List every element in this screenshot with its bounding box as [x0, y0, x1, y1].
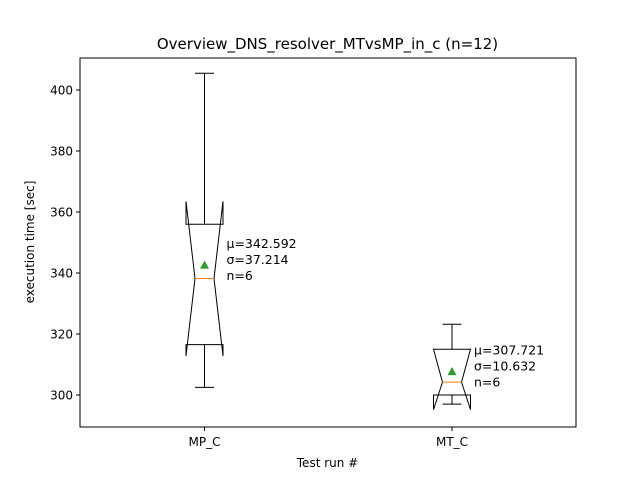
y-tick-label-380: 380 [50, 145, 73, 159]
box-mt-c [432, 348, 472, 410]
box-mp-c [185, 201, 224, 357]
annotation-mt-c-0: μ=307.721 [474, 342, 544, 357]
y-axis-label: execution time [sec] [23, 181, 37, 304]
y-tick-label-360: 360 [50, 206, 73, 220]
annotation-mt-c-2: n=6 [474, 374, 500, 389]
axes-frame [79, 57, 577, 428]
mean-marker-mt-c [447, 366, 457, 376]
plot-area: 300 320 340 360 380 400 MP_C MT_C μ=342.592σ=37.… [50, 57, 577, 449]
x-tick-label-MT_C: MT_C [436, 435, 468, 449]
x-axis-label: Test run # [296, 456, 358, 470]
y-tick-label-320: 320 [50, 327, 73, 341]
y-tick-label-340: 340 [50, 266, 73, 280]
annotation-mp-c-2: n=6 [227, 268, 253, 283]
y-tick-label-300: 300 [50, 388, 73, 402]
annotation-mp-c-0: μ=342.592 [227, 236, 297, 251]
mean-marker-mp-c [200, 260, 209, 269]
chart-title: Overview_DNS_resolver_MTvsMP_in_c (n=12) [157, 35, 498, 54]
y-tick-label-400: 400 [50, 84, 73, 98]
x-tick-label-MP_C: MP_C [189, 435, 221, 449]
annotation-mp-c-1: σ=37.214 [227, 252, 289, 267]
annotation-mt-c-1: σ=10.632 [474, 358, 536, 373]
